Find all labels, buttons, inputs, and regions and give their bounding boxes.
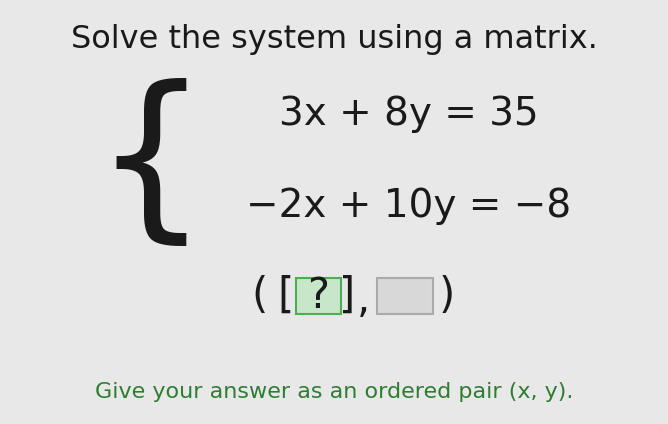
Text: ): ) bbox=[438, 275, 454, 317]
Text: ?: ? bbox=[307, 275, 329, 317]
Text: (: ( bbox=[251, 275, 267, 317]
Text: Solve the system using a matrix.: Solve the system using a matrix. bbox=[71, 24, 597, 55]
Text: [: [ bbox=[277, 275, 294, 317]
Text: Give your answer as an ordered pair (x, y).: Give your answer as an ordered pair (x, … bbox=[95, 382, 573, 402]
FancyBboxPatch shape bbox=[295, 278, 341, 314]
Text: 3x + 8y = 35: 3x + 8y = 35 bbox=[279, 95, 539, 133]
Text: ]: ] bbox=[339, 275, 355, 317]
Text: ,: , bbox=[357, 279, 370, 321]
Text: {: { bbox=[93, 78, 208, 254]
FancyBboxPatch shape bbox=[377, 278, 433, 314]
Text: −2x + 10y = −8: −2x + 10y = −8 bbox=[246, 187, 572, 225]
